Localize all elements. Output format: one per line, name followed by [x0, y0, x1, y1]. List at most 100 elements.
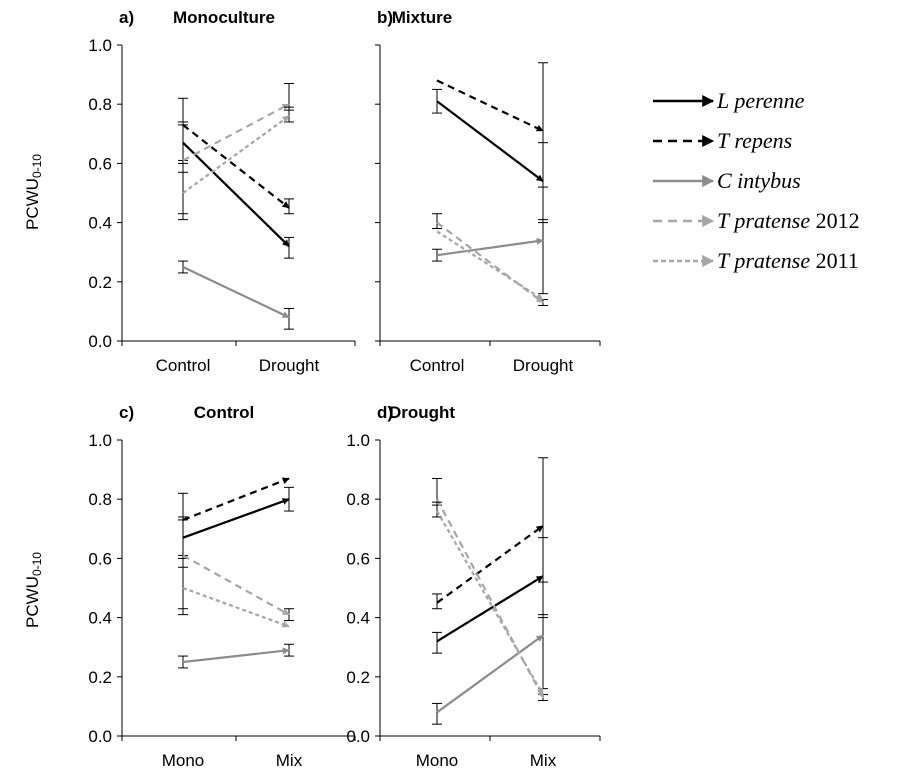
series-line-t-pratense-2011: [436, 510, 544, 696]
error-bar: [284, 82, 294, 111]
error-bar: [284, 198, 294, 215]
y-tick-label: 1.0: [88, 431, 112, 450]
series-line-l-perenne: [182, 498, 290, 539]
x-tick-label: Mono: [162, 751, 205, 770]
series-c-intybus: [432, 186, 548, 295]
y-tick-label: 0.6: [346, 549, 370, 568]
y-tick-label: 0.2: [88, 668, 112, 687]
y-axis-label-top: PCWU0-10: [23, 154, 44, 230]
series-l-perenne: [432, 537, 548, 654]
error-bar: [284, 106, 294, 123]
error-bar: [538, 299, 548, 306]
x-tick-label: Drought: [513, 356, 574, 375]
panel-mixture: Control Drought b)Mixture: [375, 8, 601, 375]
series-line-t-repens: [436, 524, 544, 604]
panel-letter: b): [377, 8, 393, 27]
series-t-pratense-2012: [178, 554, 294, 622]
y-tick-label: 0.8: [346, 490, 370, 509]
y-tick-label: 0.6: [88, 549, 112, 568]
legend: L perenne T repens C intybus T pratense 201…: [653, 88, 860, 273]
y-tick-label: 0.4: [88, 214, 112, 233]
series-t-pratense-2012: [432, 477, 548, 701]
y-tick-label: 0.0: [88, 727, 112, 746]
y-tick-label: 0.8: [88, 490, 112, 509]
series-c-intybus: [178, 260, 294, 330]
y-tick-label: 0.2: [88, 273, 112, 292]
series-t-pratense-2012: [432, 213, 548, 306]
panel-title: Control: [194, 403, 254, 422]
series-t-repens: [178, 477, 290, 521]
panel-drought: 0.0 0.2 0.4 0.6 0.8 1.0 Mono Mix d)Drought: [346, 403, 601, 770]
legend-label: L perenne: [716, 88, 805, 113]
error-bar: [178, 516, 188, 559]
series-line-t-repens: [182, 477, 290, 521]
series-line-l-perenne: [182, 141, 290, 248]
panel-monoculture: 0.0 0.2 0.4 0.6 0.8 1.0 Control Drought a) Monocu…: [88, 8, 356, 375]
error-bar: [432, 702, 442, 725]
series-t-repens: [436, 62, 548, 221]
legend-label: T repens: [717, 128, 792, 153]
series-l-perenne: [178, 486, 294, 559]
series-line-c-intybus: [182, 266, 290, 319]
legend-item-t-pratense-2012: T pratense 2012: [653, 208, 860, 233]
series-line-t-pratense-2012: [182, 103, 290, 162]
y-tick-label: 0.4: [346, 609, 370, 628]
error-bar: [432, 501, 442, 518]
series-line-t-pratense-2012: [436, 498, 544, 699]
series-line-t-pratense-2012: [182, 554, 290, 616]
series-l-perenne: [178, 121, 294, 259]
legend-item-l-perenne: L perenne: [653, 88, 805, 113]
error-bar: [432, 593, 442, 610]
y-tick-label: 0.0: [346, 727, 370, 746]
error-bar: [178, 97, 188, 126]
series-line-c-intybus: [436, 634, 544, 714]
series-line-c-intybus: [182, 647, 290, 664]
legend-item-t-repens: T repens: [653, 128, 792, 153]
series-line-t-repens: [436, 79, 544, 132]
y-tick-label: 0.4: [88, 609, 112, 628]
series-line-l-perenne: [436, 575, 544, 643]
x-tick-label: Mono: [416, 751, 459, 770]
series-t-pratense-2011: [178, 106, 294, 215]
panel-title: Drought: [389, 403, 455, 422]
error-bar: [284, 236, 294, 259]
series-line-l-perenne: [436, 100, 544, 183]
panel-letter: a): [119, 8, 134, 27]
legend-label: T pratense 2012: [717, 208, 860, 233]
x-tick-label: Drought: [259, 356, 320, 375]
series-t-pratense-2011: [432, 501, 544, 696]
error-bar: [432, 631, 442, 654]
y-tick-label: 0.8: [88, 95, 112, 114]
legend-item-t-pratense-2011: T pratense 2011: [653, 248, 859, 273]
y-axis-label-bottom: PCWU0-10: [23, 552, 44, 628]
y-tick-label: 0.0: [88, 332, 112, 351]
error-bar: [178, 492, 188, 521]
error-bar: [284, 307, 294, 330]
series-l-perenne: [432, 88, 548, 224]
legend-label: C intybus: [717, 168, 801, 193]
series-t-pratense-2012: [178, 82, 294, 221]
y-tick-label: 0.2: [346, 668, 370, 687]
y-tick-label: 1.0: [88, 36, 112, 55]
panel-title: Monoculture: [173, 8, 275, 27]
error-bar: [432, 213, 442, 230]
series-line-c-intybus: [436, 237, 544, 257]
panel-control: 0.0 0.2 0.4 0.6 0.8 1.0 Mono Mix c) Control: [88, 403, 356, 770]
x-tick-label: Control: [410, 356, 465, 375]
series-line-t-repens: [182, 124, 290, 209]
panel-title: Mixture: [392, 8, 452, 27]
series-c-intybus: [178, 643, 294, 669]
x-tick-label: Mix: [530, 751, 557, 770]
series-t-repens: [178, 97, 294, 215]
chart-panels: 0.0 0.2 0.4 0.6 0.8 1.0 Control Drought a) Monocu…: [88, 8, 601, 770]
series-line-t-pratense-2011: [182, 586, 290, 628]
y-tick-label: 0.6: [88, 154, 112, 173]
series-line-t-pratense-2011: [182, 115, 290, 194]
panel-letter: c): [119, 403, 134, 422]
series-t-repens: [432, 457, 548, 616]
legend-label: T pratense 2011: [717, 248, 859, 273]
legend-item-c-intybus: C intybus: [653, 168, 801, 193]
x-tick-label: Mix: [276, 751, 303, 770]
series-t-pratense-2011: [178, 566, 290, 628]
